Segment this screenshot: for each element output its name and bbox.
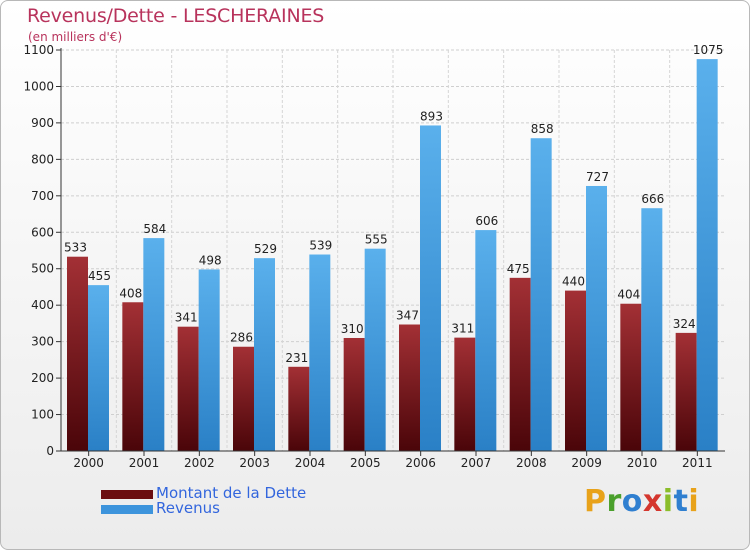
logo-letter: i <box>688 484 700 519</box>
legend-swatch-revenus <box>101 505 153 514</box>
value-label-revenus: 858 <box>531 122 554 136</box>
bar-debt-2010 <box>620 303 642 451</box>
bars <box>67 59 718 451</box>
value-label-revenus: 539 <box>309 239 332 253</box>
value-label-debt: 311 <box>451 322 474 336</box>
value-label-debt: 533 <box>64 241 87 255</box>
y-tick-label: 300 <box>31 335 54 349</box>
y-tick-label: 1100 <box>23 43 54 57</box>
bar-revenus-2010 <box>641 208 663 451</box>
x-tick-label: 2002 <box>184 456 215 470</box>
value-label-debt: 341 <box>175 311 198 325</box>
value-label-debt: 475 <box>507 262 530 276</box>
value-label-revenus: 455 <box>88 269 111 283</box>
logo-letter: i <box>662 484 674 519</box>
y-tick-label: 1000 <box>23 79 54 93</box>
bar-revenus-2006 <box>420 125 441 451</box>
bar-debt-2007 <box>454 337 476 451</box>
logo-letter: t <box>673 484 689 519</box>
bar-revenus-2001 <box>143 238 165 451</box>
axes: 0 100 200 300 400 500 600 700 800 900 1000 1100 2000… <box>23 43 725 470</box>
x-tick-label: 2006 <box>405 456 436 470</box>
chart-title: Revenus/Dette - LESCHERAINES <box>27 5 325 27</box>
legend-swatch-debt <box>101 490 153 499</box>
bar-debt-2000 <box>67 256 88 451</box>
value-label-revenus: 606 <box>475 214 498 228</box>
bar-debt-2011 <box>675 332 697 451</box>
value-label-revenus: 584 <box>143 222 166 236</box>
logo-letter: o <box>621 484 643 519</box>
bar-debt-2009 <box>565 290 586 451</box>
value-label-debt: 310 <box>341 322 364 336</box>
x-tick-label: 2005 <box>350 456 381 470</box>
bar-revenus-2005 <box>364 248 386 451</box>
value-label-revenus: 529 <box>254 242 277 256</box>
value-label-debt: 408 <box>119 286 142 300</box>
value-label-debt: 286 <box>230 331 253 345</box>
logo-letter: r <box>606 484 622 519</box>
value-label-debt: 440 <box>562 275 585 289</box>
x-tick-label: 2007 <box>461 456 492 470</box>
bar-revenus-2007 <box>475 230 497 451</box>
bar-debt-2008 <box>509 277 531 451</box>
bar-debt-2006 <box>399 324 420 451</box>
bar-revenus-2009 <box>586 185 607 451</box>
bar-revenus-2008 <box>530 138 552 451</box>
bar-revenus-2000 <box>88 285 109 451</box>
logo-letter: x <box>642 484 663 519</box>
value-label-revenus: 498 <box>199 253 222 267</box>
y-tick-label: 900 <box>31 116 54 130</box>
logo-letter: P <box>584 484 607 519</box>
bar-debt-2003 <box>233 346 254 451</box>
bar-revenus-2004 <box>309 254 331 451</box>
x-tick-label: 2009 <box>571 456 602 470</box>
y-tick-label: 200 <box>31 371 54 385</box>
bar-debt-2002 <box>177 326 199 451</box>
y-tick-label: 500 <box>31 262 54 276</box>
legend-label-debt: Montant de la Dette <box>156 484 307 502</box>
value-label-debt: 347 <box>396 309 419 323</box>
y-tick-label: 0 <box>46 444 54 458</box>
y-tick-label: 800 <box>31 152 54 166</box>
value-label-debt: 231 <box>285 351 308 365</box>
y-tick-label: 700 <box>31 189 54 203</box>
y-tick-label: 400 <box>31 298 54 312</box>
bar-revenus-2011 <box>696 59 718 451</box>
value-label-revenus: 893 <box>420 109 443 123</box>
y-tick-label: 600 <box>31 225 54 239</box>
value-label-revenus: 555 <box>365 233 388 247</box>
bar-revenus-2003 <box>254 258 275 451</box>
x-tick-label: 2000 <box>73 456 104 470</box>
bar-debt-2005 <box>343 337 365 451</box>
value-label-revenus: 727 <box>586 170 609 184</box>
x-tick-label: 2008 <box>516 456 547 470</box>
value-label-debt: 324 <box>673 317 696 331</box>
legend-label-revenus: Revenus <box>156 499 220 517</box>
bar-debt-2004 <box>288 366 310 451</box>
proxiti-logo: Proxiti <box>584 487 699 517</box>
grid-lines <box>61 49 725 452</box>
x-tick-label: 2010 <box>627 456 658 470</box>
value-label-revenus: 1075 <box>693 43 724 57</box>
x-tick-label: 2004 <box>295 456 326 470</box>
x-tick-label: 2011 <box>682 456 713 470</box>
value-label-debt: 404 <box>617 288 640 302</box>
bar-debt-2001 <box>122 302 144 451</box>
bar-revenus-2002 <box>198 269 220 451</box>
y-tick-label: 100 <box>31 408 54 422</box>
x-tick-label: 2003 <box>239 456 270 470</box>
x-tick-label: 2001 <box>129 456 160 470</box>
chart-subtitle: (en milliers d'€) <box>28 30 123 44</box>
value-label-revenus: 666 <box>641 192 664 206</box>
